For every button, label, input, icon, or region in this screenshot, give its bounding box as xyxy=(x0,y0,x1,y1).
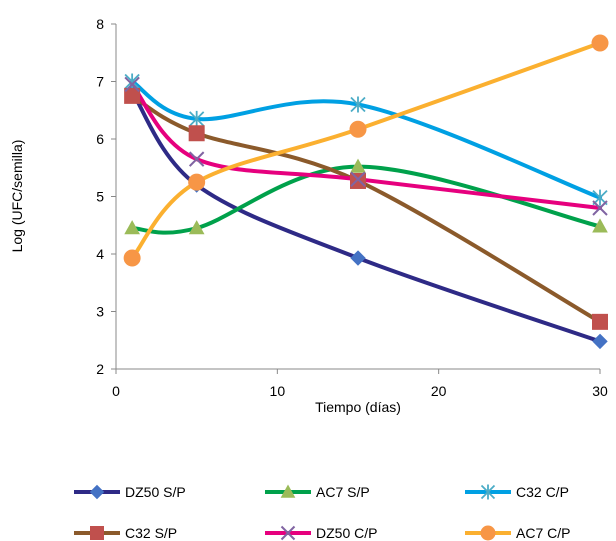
data-point-ac7-s-p xyxy=(592,218,608,233)
data-point-ac7-s-p xyxy=(350,158,366,173)
data-point-ac7-c-p xyxy=(349,120,367,138)
legend-item-ac7-s-p: AC7 S/P xyxy=(265,484,370,500)
data-point-c32-s-p xyxy=(592,313,608,330)
legend-marker xyxy=(90,526,104,540)
x-tick-label: 10 xyxy=(270,383,286,399)
y-tick-label: 2 xyxy=(96,361,104,377)
data-point-ac7-c-p xyxy=(591,34,609,52)
series-line-ac7-c-p xyxy=(130,40,602,261)
data-point-c32-c-p xyxy=(350,96,366,113)
x-ticks: 0 10 20 30 xyxy=(112,369,608,399)
data-point-c32-s-p xyxy=(188,125,205,142)
legend-item-ac7-c-p: AC7 C/P xyxy=(465,525,570,541)
series-markers xyxy=(123,34,609,350)
y-axis: 2 3 4 5 6 7 8 xyxy=(96,16,117,377)
y-tick-label: 4 xyxy=(96,246,104,262)
data-point-dz50-c-p xyxy=(124,76,140,93)
x-tick-label: 30 xyxy=(592,383,608,399)
series-line-c32-s-p xyxy=(130,93,602,324)
legend-marker xyxy=(280,525,296,541)
data-point-c32-c-p xyxy=(189,110,205,127)
x-axis: 0 10 20 30 xyxy=(112,368,608,399)
legend-label: DZ50 C/P xyxy=(316,525,377,541)
y-tick-label: 7 xyxy=(96,74,104,90)
data-point-dz50-c-p xyxy=(350,171,366,187)
data-point-dz50-c-p xyxy=(188,151,205,167)
data-point-dz50-s-p xyxy=(592,333,608,350)
y-tick-label: 8 xyxy=(96,16,104,32)
x-tick-label: 20 xyxy=(431,383,447,399)
legend-item-dz50-c-p: DZ50 C/P xyxy=(265,525,377,541)
data-point-c32-c-p xyxy=(124,73,140,90)
legend-label: C32 C/P xyxy=(516,484,569,500)
data-point-dz50-s-p xyxy=(350,250,366,266)
data-point-c32-s-p xyxy=(350,172,366,189)
legend-item-dz50-s-p: DZ50 S/P xyxy=(74,484,186,500)
legend-label: C32 S/P xyxy=(125,525,177,541)
y-tick-label: 3 xyxy=(96,304,104,320)
x-tick-label: 0 xyxy=(112,383,120,399)
legend-marker xyxy=(89,484,105,500)
data-point-c32-s-p xyxy=(124,87,141,104)
legend-label: DZ50 S/P xyxy=(125,484,186,500)
y-ticks: 2 3 4 5 6 7 8 xyxy=(96,16,116,377)
series-line-dz50-c-p xyxy=(130,82,602,210)
y-tick-label: 5 xyxy=(96,189,104,205)
legend-item-c32-s-p: C32 S/P xyxy=(74,525,177,541)
legend-marker xyxy=(280,484,296,498)
data-point-dz50-c-p xyxy=(592,200,608,216)
x-axis-title: Tiempo (días) xyxy=(315,399,401,415)
y-axis-title: Log (UFC/semilla) xyxy=(9,140,25,253)
data-point-ac7-s-p xyxy=(188,220,205,235)
series-line-dz50-s-p xyxy=(130,89,602,344)
series-line-c32-c-p xyxy=(130,79,602,200)
legend-label: AC7 S/P xyxy=(316,484,370,500)
y-tick-label: 6 xyxy=(96,131,104,147)
legend-marker xyxy=(480,484,496,500)
legend-label: AC7 C/P xyxy=(516,525,570,541)
data-point-ac7-s-p xyxy=(124,220,140,235)
legend-item-c32-c-p: C32 C/P xyxy=(465,484,569,500)
series-lines xyxy=(130,40,602,344)
legend: DZ50 S/P AC7 S/P C32 C/P C32 S/P DZ50 C/P AC7… xyxy=(74,484,570,541)
data-point-ac7-c-p xyxy=(188,173,206,191)
data-point-ac7-c-p xyxy=(123,249,141,267)
legend-marker xyxy=(480,525,496,541)
